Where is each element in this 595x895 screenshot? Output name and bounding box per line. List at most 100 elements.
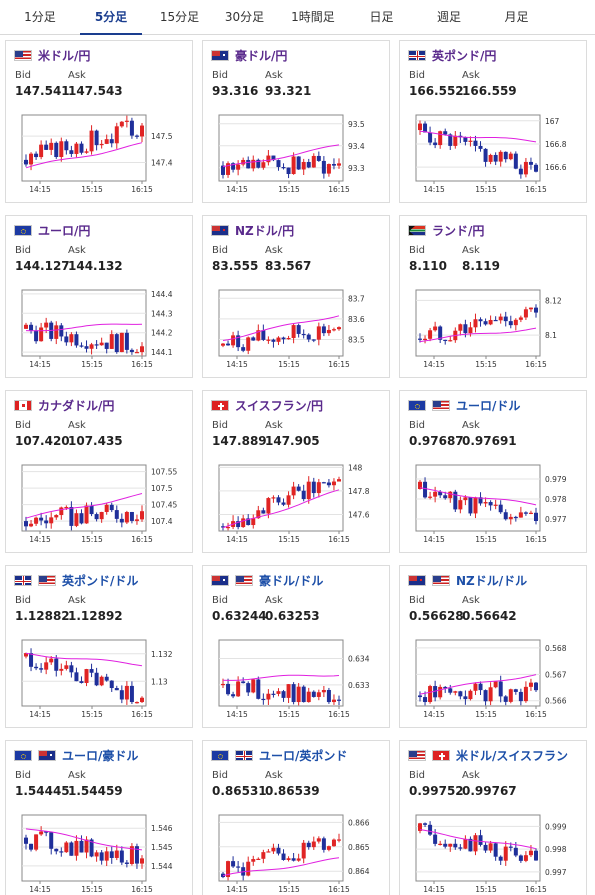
bid-label: Bid: [212, 245, 228, 256]
candle-body: [24, 521, 28, 527]
tab-3[interactable]: 30分足: [224, 10, 265, 24]
pair-name-link[interactable]: ユーロ/豪ドル: [62, 748, 139, 763]
pair-card[interactable]: 英ポンド/ドル Bid Ask 1.12882 1.12892 1.132 1.13 14:1…: [5, 565, 193, 728]
price-chart[interactable]: 1.132 1.13 14:15 15:15 16:15: [6, 633, 192, 727]
bid-label: Bid: [409, 245, 425, 256]
pair-name-link[interactable]: 豪ドル/ドル: [259, 573, 324, 588]
candle-body: [49, 832, 54, 849]
y-tick-label: 144.2: [151, 329, 173, 338]
pair-name-link[interactable]: NZドル/ドル: [456, 573, 528, 588]
x-tick-label: 16:15: [525, 535, 547, 544]
pair-card[interactable]: 豪ドル/ドル Bid Ask 0.63244 0.63253 0.634 0.633 14:1…: [202, 565, 390, 728]
pair-name-link[interactable]: 英ポンド/円: [432, 48, 497, 63]
price-chart[interactable]: 144.4 144.3 144.2 144.1 14:15 15:15 16:15: [6, 283, 192, 377]
candle-body: [528, 850, 533, 856]
y-tick-label: 0.634: [348, 654, 370, 663]
pair-name-link[interactable]: ランド/円: [432, 223, 485, 238]
pair-card[interactable]: 豪ドル/円 Bid Ask 93.316 93.321 93.5 93.4 93.3 14:15…: [202, 40, 390, 203]
pair-card[interactable]: 米ドル/円 Bid Ask 147.541 147.543 147.5 147.4 14:15…: [5, 40, 193, 203]
pair-name-link[interactable]: 米ドル/スイスフラン: [456, 748, 569, 763]
price-chart[interactable]: 93.5 93.4 93.3 14:15 15:15 16:15: [203, 108, 389, 202]
candle-body: [134, 352, 139, 354]
candle-body: [44, 322, 49, 328]
pair-name-link[interactable]: NZドル/円: [235, 223, 295, 238]
flag-eu-icon: [211, 749, 229, 761]
price-chart[interactable]: 0.999 0.998 0.997 14:15 15:15 16:15: [400, 808, 586, 895]
price-chart[interactable]: 1.546 1.545 1.544 14:15 15:15 16:15: [6, 808, 192, 895]
pair-name-link[interactable]: ユーロ/円: [38, 223, 91, 238]
candle-body: [528, 682, 533, 687]
candle-body: [468, 497, 473, 514]
candle-body: [109, 139, 114, 144]
pair-card[interactable]: ランド/円 Bid Ask 8.110 8.119 8.12 8.1 14:15 15:15 16…: [399, 215, 587, 378]
candle-body: [79, 681, 84, 684]
price-chart[interactable]: 148 147.8 147.6 14:15 15:15 16:15: [203, 458, 389, 552]
pair-card[interactable]: ユーロ/ドル Bid Ask 0.97687 0.97691 0.979 0.978 0.97…: [399, 390, 587, 553]
pair-name-link[interactable]: ユーロ/英ポンド: [259, 748, 348, 763]
pair-name-link[interactable]: カナダドル/円: [38, 398, 115, 413]
price-chart[interactable]: 8.12 8.1 14:15 15:15 16:15: [400, 283, 586, 377]
tab-6[interactable]: 週足: [436, 10, 461, 24]
x-tick-label: 16:15: [525, 360, 547, 369]
price-chart[interactable]: 0.979 0.978 0.977 14:15 15:15 16:15: [400, 458, 586, 552]
bid-value: 8.110: [409, 259, 447, 273]
pair-card[interactable]: スイスフラン/円 Bid Ask 147.889 147.905 148 147.8 147.…: [202, 390, 390, 553]
pair-title: ユーロ/ドル: [408, 397, 520, 413]
pair-card[interactable]: 米ドル/スイスフラン Bid Ask 0.99752 0.99767 0.999 0.998…: [399, 740, 587, 895]
candle-body: [316, 692, 321, 697]
tab-1[interactable]: 5分足: [80, 0, 142, 35]
candle-body: [114, 126, 119, 144]
price-chart[interactable]: 107.55 107.5 107.45 107.4 14:15 15:15 16:15: [6, 458, 192, 552]
candle-body: [478, 319, 483, 322]
candle-body: [291, 858, 296, 861]
price-chart[interactable]: 0.634 0.633 14:15 15:15 16:15: [203, 633, 389, 727]
pair-card[interactable]: ユーロ/豪ドル Bid Ask 1.54445 1.54459 1.546 1.545 1.5…: [5, 740, 193, 895]
candle-body: [433, 142, 438, 146]
tab-7[interactable]: 月足: [504, 10, 529, 24]
moving-average-line: [222, 315, 340, 341]
price-chart[interactable]: 147.5 147.4 14:15 15:15 16:15: [6, 108, 192, 202]
candle-body: [286, 337, 291, 340]
candle-body: [473, 497, 478, 514]
pair-name-link[interactable]: ユーロ/ドル: [456, 398, 521, 413]
candle-body: [140, 511, 144, 520]
candlestick-chart: 147.5 147.4 14:15 15:15 16:15: [21, 114, 173, 194]
candle-body: [311, 155, 316, 168]
bid-value: 147.541: [15, 84, 70, 98]
candle-body: [306, 161, 311, 168]
candle-body: [518, 855, 523, 861]
candle-body: [418, 695, 422, 698]
candlestick-chart: 0.634 0.633 14:15 15:15 16:15: [218, 639, 370, 719]
candle-body: [140, 346, 144, 353]
pair-name-link[interactable]: 英ポンド/ドル: [62, 573, 139, 588]
ask-label: Ask: [462, 770, 480, 781]
pair-name-link[interactable]: 米ドル/円: [38, 48, 91, 63]
tab-0[interactable]: 1分足: [24, 10, 56, 24]
candle-body: [74, 143, 79, 154]
candle-body: [114, 510, 119, 519]
price-chart[interactable]: 167 166.8 166.6 14:15 15:15 16:15: [400, 108, 586, 202]
candle-body: [221, 343, 225, 346]
pair-card[interactable]: NZドル/円 Bid Ask 83.555 83.567 83.7 83.6 83.5 14:1…: [202, 215, 390, 378]
pair-name-link[interactable]: スイスフラン/円: [235, 398, 324, 413]
tab-5[interactable]: 日足: [369, 10, 394, 24]
candle-body: [44, 662, 49, 670]
candlestick-chart: 0.568 0.567 0.566 14:15 15:15 16:15: [415, 639, 567, 719]
tab-4[interactable]: 1時間足: [291, 10, 335, 24]
tab-2[interactable]: 15分足: [159, 10, 200, 24]
bid-value: 0.97687: [409, 434, 464, 448]
y-tick-label: 144.3: [151, 309, 173, 318]
pair-card[interactable]: ユーロ/円 Bid Ask 144.127 144.132 144.4 144.3 144.2…: [5, 215, 193, 378]
price-chart[interactable]: 0.568 0.567 0.566 14:15 15:15 16:15: [400, 633, 586, 727]
pair-card[interactable]: 英ポンド/円 Bid Ask 166.552 166.559 167 166.8 166.6 1…: [399, 40, 587, 203]
y-tick-label: 107.45: [151, 501, 177, 510]
pair-card[interactable]: NZドル/ドル Bid Ask 0.56628 0.56642 0.568 0.567 0.5…: [399, 565, 587, 728]
candle-body: [337, 163, 341, 166]
price-chart[interactable]: 0.866 0.865 0.864 14:15 15:15 16:15: [203, 808, 389, 895]
pair-card[interactable]: ユーロ/英ポンド Bid Ask 0.86531 0.86539 0.866 0.865 0.…: [202, 740, 390, 895]
y-tick-label: 93.4: [348, 142, 365, 151]
pair-name-link[interactable]: 豪ドル/円: [235, 48, 288, 63]
pair-title: 豪ドル/ドル: [211, 572, 323, 588]
price-chart[interactable]: 83.7 83.6 83.5 14:15 15:15 16:15: [203, 283, 389, 377]
pair-card[interactable]: カナダドル/円 Bid Ask 107.420 107.435 107.55 107.5 10…: [5, 390, 193, 553]
